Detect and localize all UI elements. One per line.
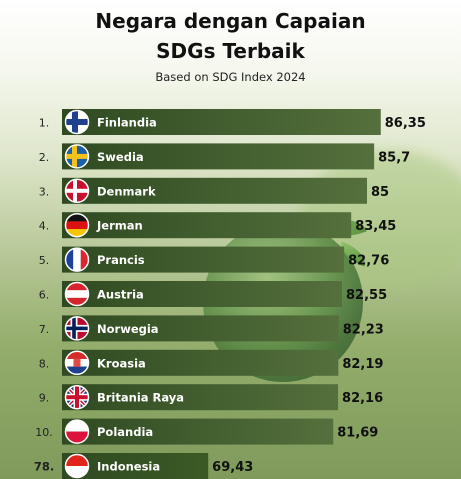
value-label: 83,45 (355, 219, 396, 234)
flag-part (65, 229, 89, 237)
sweden-flag-icon (65, 144, 89, 168)
value-label: 81,69 (337, 426, 378, 441)
chart-subtitle: Based on SDG Index 2024 (155, 70, 306, 84)
rank-label: 5. (39, 254, 50, 267)
poland-flag-icon (65, 420, 89, 444)
bar (62, 246, 345, 273)
bar-row: 2. Swedia 85,7 (39, 143, 410, 170)
finland-flag-icon (65, 110, 89, 134)
value-label: 82,16 (342, 391, 383, 406)
rank-label: 1. (39, 117, 50, 130)
rank-label: 4. (39, 220, 50, 233)
flag-border (64, 453, 90, 479)
country-label: Finlandia (97, 116, 157, 130)
country-label: Polandia (97, 425, 153, 439)
flag-border (64, 350, 90, 376)
value-label: 85,7 (378, 150, 410, 165)
rank-label: 2. (39, 151, 50, 164)
norway-flag-icon (65, 316, 89, 340)
bar-row: 4. Jerman 83,45 (39, 212, 396, 239)
flag-coat-of-arms (73, 358, 81, 367)
denmark-flag-icon (65, 179, 89, 203)
flag-part (73, 179, 77, 203)
flag-part (65, 454, 89, 466)
value-label: 82,55 (346, 288, 387, 303)
flag-border (64, 144, 90, 169)
chart-title-line-1: Negara dengan Capaian (95, 9, 366, 33)
value-label: 86,35 (385, 116, 426, 131)
country-label: Swedia (97, 150, 144, 164)
value-label: 69,43 (212, 460, 253, 475)
bar (62, 143, 375, 170)
bar-row: 3. Denmark 85 (39, 177, 389, 204)
bar-row: 10. Polandia 81,69 (35, 418, 378, 445)
country-label: Jerman (96, 219, 143, 233)
value-label: 82,76 (348, 254, 389, 269)
flag-border (64, 247, 90, 272)
bar (62, 315, 339, 342)
croatia-flag-icon (65, 351, 89, 375)
flag-part (72, 316, 76, 340)
bar-row: 9. Britania Raya 82,16 (39, 384, 383, 411)
country-label: Kroasia (97, 356, 146, 370)
flag-part (75, 385, 79, 409)
bar-row: 5. Prancis 82,76 (39, 246, 389, 273)
bar-row: 78. Indonesia 69,43 (34, 453, 253, 479)
flag-border (64, 178, 90, 204)
rank-label: 78. (34, 460, 54, 474)
flag-border (64, 316, 90, 341)
flag-border (64, 281, 90, 307)
flag-border (64, 384, 90, 410)
country-label: Prancis (97, 253, 145, 267)
flag-part (73, 248, 81, 272)
rank-label: 8. (39, 357, 50, 370)
value-label: 85 (371, 185, 389, 200)
bar-row: 6. Austria 82,55 (39, 281, 387, 307)
bar (62, 418, 334, 445)
flag-border (64, 419, 90, 444)
rank-label: 9. (39, 392, 50, 405)
flag-part (65, 326, 89, 331)
flag-border (64, 109, 90, 135)
flag-part (65, 213, 89, 222)
flag-part (65, 466, 89, 478)
bar (62, 281, 343, 307)
flag-part (72, 144, 77, 168)
france-flag-icon (65, 248, 89, 272)
flag-part (80, 248, 89, 272)
rank-label: 6. (39, 289, 50, 302)
bar (62, 109, 381, 135)
flag-border (64, 212, 90, 238)
rank-label: 10. (35, 426, 53, 439)
bar (62, 349, 339, 376)
bar-row: 7. Norwegia 82,23 (39, 315, 384, 342)
bar-row: 1. Finlandia 86,35 (39, 109, 426, 135)
germany-flag-icon (65, 213, 89, 237)
bar-row: 8. Kroasia 82,19 (39, 349, 383, 376)
country-label: Britania Raya (97, 391, 184, 405)
bar (62, 384, 339, 411)
flag-part (72, 110, 78, 134)
flag-part (65, 366, 89, 375)
country-label: Denmark (97, 184, 156, 198)
value-label: 82,23 (343, 322, 384, 337)
flag-part (65, 420, 89, 432)
indonesia-flag-icon (65, 454, 89, 478)
bar (62, 177, 367, 204)
country-label: Indonesia (97, 460, 160, 474)
flag-part (65, 221, 89, 230)
rank-label: 7. (39, 323, 50, 336)
flag-part (65, 290, 89, 298)
rank-label: 3. (39, 185, 50, 198)
chart-title-line-2: SDGs Terbaik (156, 39, 305, 63)
flag-part (65, 248, 74, 272)
country-label: Norwegia (97, 322, 159, 336)
country-label: Austria (97, 288, 144, 302)
bar (62, 212, 352, 239)
flag-part (65, 351, 89, 359)
value-label: 82,19 (342, 357, 383, 372)
austria-flag-icon (65, 282, 89, 306)
flag-part (65, 431, 89, 444)
